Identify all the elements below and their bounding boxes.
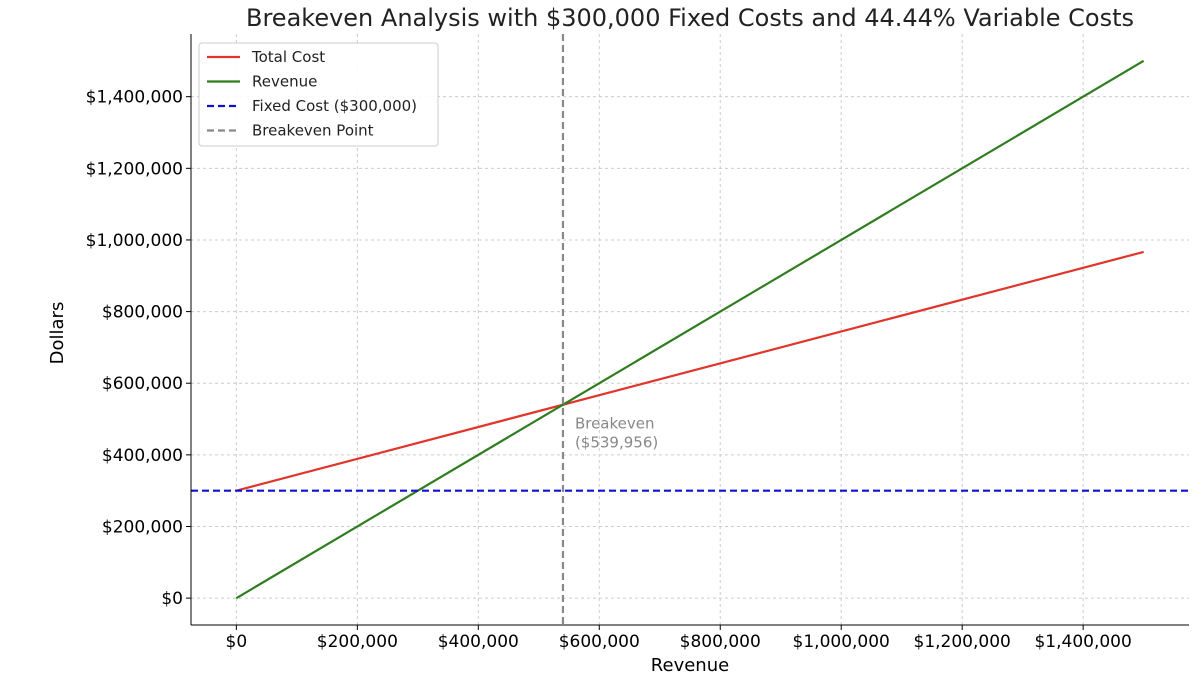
series-layer: [191, 34, 1189, 625]
y-tick-label: $1,200,000: [86, 159, 183, 179]
annotations: Breakeven($539,956): [575, 415, 658, 452]
y-tick-label: $0: [161, 589, 183, 609]
x-tick-label: $400,000: [438, 632, 519, 652]
y-tick-label: $200,000: [102, 518, 183, 538]
legend-box: [198, 42, 439, 147]
y-tick-label: $1,000,000: [86, 231, 183, 251]
y-tick-label: $1,400,000: [86, 88, 183, 108]
breakeven-annotation: Breakeven: [575, 415, 655, 433]
total-cost-line: [236, 250, 1144, 492]
x-tick-label: $800,000: [680, 632, 761, 652]
legend-label: Total Cost: [251, 48, 325, 66]
y-tick-label: $400,000: [102, 446, 183, 466]
grid: [191, 34, 1189, 625]
ticks: $0 $200,000 $400,000 $600,000 $800,000 $1,000…: [86, 88, 1132, 652]
legend-label: Breakeven Point: [252, 122, 374, 140]
legend-label: Fixed Cost ($300,000): [252, 97, 417, 115]
x-tick-label: $1,400,000: [1034, 632, 1131, 652]
x-tick-label: $1,200,000: [914, 632, 1011, 652]
y-tick-label: $600,000: [102, 374, 183, 394]
y-tick-label: $800,000: [102, 303, 183, 323]
x-tick-label: $600,000: [559, 632, 640, 652]
y-axis-label: Dollars: [47, 302, 68, 365]
x-tick-label: $0: [226, 632, 248, 652]
legend: Total Cost Revenue Fixed Cost ($300,000) Br…: [198, 42, 439, 147]
x-axis-label: Revenue: [651, 655, 729, 676]
x-tick-label: $200,000: [317, 632, 398, 652]
revenue-line: [235, 59, 1145, 600]
breakeven-annotation: ($539,956): [575, 434, 658, 452]
legend-label: Revenue: [252, 73, 317, 91]
x-tick-label: $1,000,000: [793, 632, 890, 652]
chart-title: Breakeven Analysis with $300,000 Fixed C…: [246, 4, 1134, 32]
